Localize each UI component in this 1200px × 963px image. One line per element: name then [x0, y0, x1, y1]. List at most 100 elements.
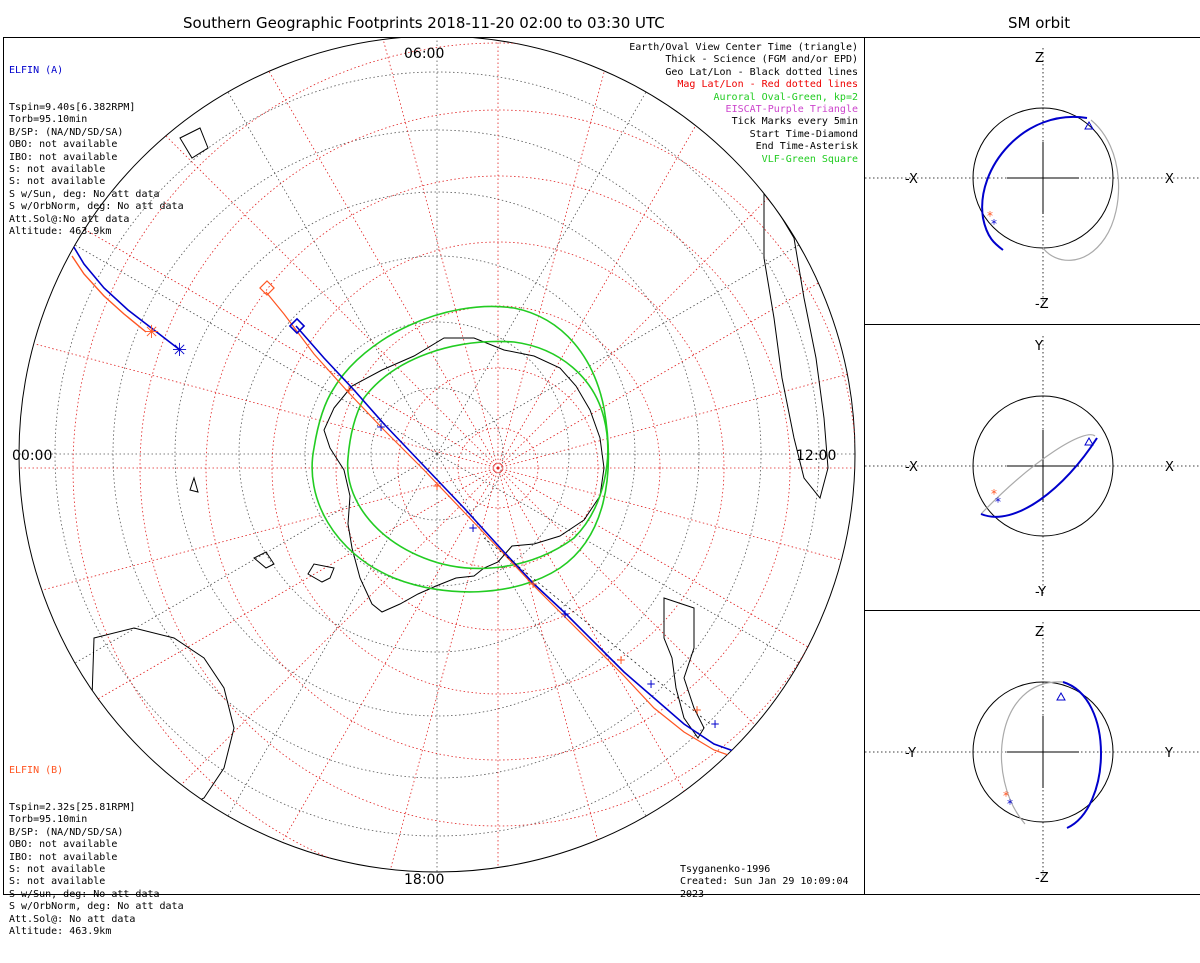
- elfin-b-track: [265, 291, 765, 761]
- elfin-b-tick-marks: + + + + +: [344, 383, 702, 717]
- elfin-b-track-segment: [71, 255, 147, 333]
- legend-entry: Mag Lat/Lon - Red dotted lines: [677, 79, 858, 91]
- orbit-track-grey: [980, 434, 1096, 515]
- svg-text:+: +: [432, 479, 442, 493]
- elfin-a-param-line: Torb=95.10min: [9, 114, 88, 126]
- orbit-track-blue: [980, 437, 1098, 518]
- elfin-a-track: [295, 325, 765, 755]
- legend: Earth/Oval View Center Time (triangle) Th…: [629, 42, 858, 166]
- view-center-triangle: [1084, 120, 1094, 130]
- elfin-a-start-diamond: [288, 317, 306, 335]
- orbit-axis-label-left: -Y: [905, 746, 916, 761]
- legend-entry: Earth/Oval View Center Time (triangle): [629, 42, 858, 53]
- orbit-axis-label-top: Y: [1034, 339, 1043, 354]
- svg-text:+: +: [528, 577, 538, 591]
- orbit-axis-label-bottom: -Z: [1035, 871, 1049, 886]
- hour-label-left: 00:00: [12, 448, 52, 464]
- elfin-a-param-line: Altitude: 463.9km: [9, 226, 112, 238]
- svg-text:+: +: [710, 717, 720, 731]
- orbit-axis-label-top: Z: [1035, 51, 1044, 66]
- orbit-end-asterisk: *: [987, 209, 993, 223]
- orbit-end-asterisk: *: [1007, 797, 1013, 811]
- elfin-a-track-segment: [71, 243, 181, 351]
- elfin-a-param-line: S: not available: [9, 164, 106, 176]
- orbit-axis-label-left: -X: [905, 172, 918, 187]
- svg-text:+: +: [376, 420, 386, 434]
- legend-entry: End Time-Asterisk: [755, 141, 858, 153]
- elfin-a-title: ELFIN (A): [9, 64, 64, 76]
- orbit-title: SM orbit: [1008, 14, 1071, 32]
- elfin-b-param-line: IBO: not available: [9, 851, 118, 863]
- globe-outline: [18, 38, 856, 873]
- elfin-b-info: ELFIN (B) Tspin=2.32s[25.81RPM] Torb=95.1…: [9, 740, 184, 963]
- svg-text:+: +: [560, 607, 570, 621]
- elfin-a-param-line: S w/Sun, deg: No att data: [9, 188, 160, 200]
- view-center-triangle: [1056, 691, 1066, 701]
- orbit-axis-label-right: X: [1165, 460, 1174, 475]
- legend-entry: Thick - Science (FGM and/or EPD): [665, 54, 858, 66]
- auroral-oval-outer: [311, 305, 610, 593]
- hour-label-bottom: 18:00: [404, 872, 444, 888]
- model-name: Tsyganenko-1996: [680, 864, 771, 875]
- legend-entry: VLF-Green Square: [761, 153, 858, 165]
- created-timestamp: Created: Sun Jan 29 10:09:04 2023: [680, 876, 849, 900]
- sm-orbit-plots: -X XZ-Z-X XY-Y-Y YZ-Z******: [865, 48, 1200, 886]
- elfin-a-param-line: Att.Sol@:No att data: [9, 213, 130, 225]
- svg-text:+: +: [468, 521, 478, 535]
- orbit-axis-label-left: -X: [905, 460, 918, 475]
- svg-text:+: +: [344, 383, 354, 397]
- svg-text:+: +: [692, 703, 702, 717]
- elfin-b-param-line: S w/OrbNorm, deg: No att data: [9, 901, 184, 913]
- elfin-b-title: ELFIN (B): [9, 764, 64, 776]
- elfin-a-params: Tspin=9.40s[6.382RPM] Torb=95.10min B/SP: …: [9, 102, 184, 238]
- auroral-oval-inner: [346, 340, 609, 570]
- elfin-a-param-line: S: not available: [9, 176, 106, 188]
- elfin-a-param-line: B/SP: (NA/ND/SD/SA): [9, 126, 124, 138]
- legend-entry: Geo Lat/Lon - Black dotted lines: [665, 66, 858, 78]
- orbit-axis-label-right: X: [1165, 172, 1174, 187]
- elfin-b-param-line: S: not available: [9, 876, 106, 888]
- sm-orbit-panel: -X X Z -Z -X X Y -Y -Y Y Z -Z * * * * * *: [864, 37, 1200, 895]
- earth-circle: [972, 681, 1114, 823]
- elfin-b-param-line: Torb=95.10min: [9, 814, 88, 826]
- orbit-axis-label-bottom: -Y: [1035, 585, 1046, 600]
- elfin-b-end-asterisk: ✳: [144, 322, 159, 343]
- svg-text:+: +: [646, 677, 656, 691]
- orbit-axis-label-bottom: -Z: [1035, 297, 1049, 312]
- svg-text:+: +: [616, 653, 626, 667]
- legend-entry: Auroral Oval-Green, kp=2: [713, 91, 859, 103]
- orbit-end-asterisk: *: [1003, 789, 1009, 803]
- elfin-b-start-diamond: [259, 280, 275, 296]
- orbit-end-asterisk: *: [991, 217, 997, 231]
- elfin-b-param-line: S w/Sun, deg: No att data: [9, 888, 160, 900]
- hour-label-top: 06:00: [404, 46, 444, 62]
- earth-circle: [972, 395, 1114, 537]
- orbit-track-blue: [981, 115, 1088, 251]
- elfin-a-end-asterisk: ✳: [172, 340, 187, 361]
- view-center-line: [483, 537, 711, 725]
- elfin-b-param-line: OBO: not available: [9, 839, 118, 851]
- elfin-a-param-line: S w/OrbNorm, deg: No att data: [9, 201, 184, 213]
- elfin-a-param-line: OBO: not available: [9, 139, 118, 151]
- orbit-track-grey: [1000, 681, 1064, 825]
- view-center-triangle: [1084, 436, 1094, 446]
- main-title: Southern Geographic Footprints 2018-11-2…: [183, 14, 665, 32]
- legend-entry: EISCAT-Purple Triangle: [725, 104, 858, 116]
- footprint-map: ✳ ✳ + + + + + + + + + + 06:00 00:00 12:00 18:00: [12, 38, 856, 888]
- elfin-b-param-line: B/SP: (NA/ND/SD/SA): [9, 826, 124, 838]
- elfin-b-param-line: S: not available: [9, 864, 106, 876]
- elfin-a-tick-marks: + + + + +: [376, 420, 720, 731]
- elfin-b-params: Tspin=2.32s[25.81RPM] Torb=95.10min B/SP: …: [9, 802, 184, 938]
- hour-label-right: 12:00: [796, 448, 836, 464]
- elfin-b-param-line: Tspin=2.32s[25.81RPM]: [9, 802, 136, 814]
- legend-entry: Tick Marks every 5min: [731, 116, 858, 128]
- orbit-end-asterisk: *: [995, 495, 1001, 509]
- elfin-a-param-line: IBO: not available: [9, 151, 118, 163]
- elfin-b-param-line: Att.Sol@: No att data: [9, 913, 136, 925]
- orbit-axis-label-right: Y: [1164, 746, 1173, 761]
- coastlines: [91, 127, 829, 809]
- orbit-end-asterisk: *: [991, 487, 997, 501]
- model-info: Tsyganenko-1996 Created: Sun Jan 29 10:0…: [680, 864, 864, 901]
- elfin-a-param-line: Tspin=9.40s[6.382RPM]: [9, 102, 136, 114]
- footprint-map-panel: ✳ ✳ + + + + + + + + + + 06:00 00:00 12:00 18:00 …: [3, 37, 865, 937]
